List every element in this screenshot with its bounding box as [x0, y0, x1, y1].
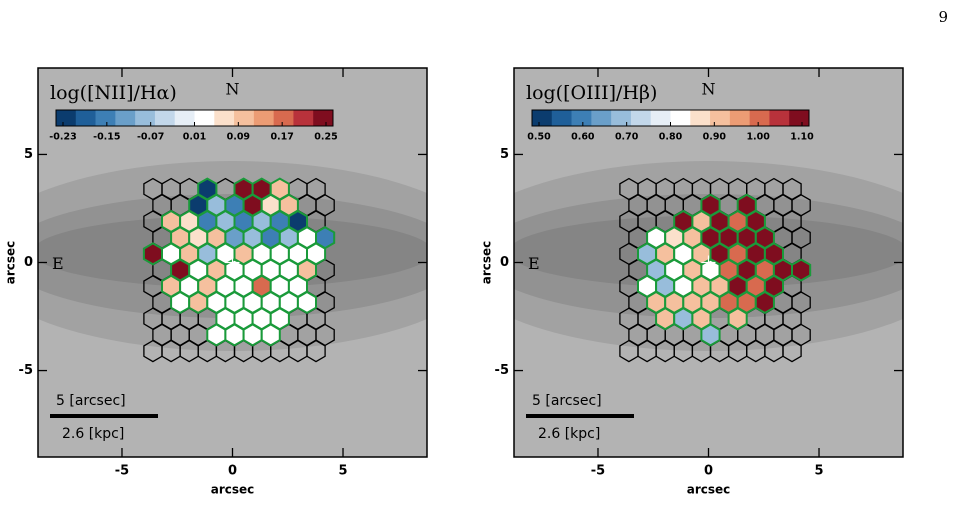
- x-tick-label: 0: [228, 464, 237, 479]
- colorbar-tick-label: 0.25: [314, 132, 337, 143]
- y-tick-label: 0: [500, 255, 509, 270]
- colorbar-tick-label: -0.23: [49, 132, 76, 143]
- scale-label: 2.6 [kpc]: [62, 426, 124, 442]
- colorbar-swatch: [115, 110, 136, 126]
- east-label: E: [528, 254, 540, 273]
- colorbar-title: log([NII]/Hα): [50, 82, 177, 104]
- x-tick-label: 5: [814, 464, 823, 479]
- x-tick-label: 0: [704, 464, 713, 479]
- north-label: N: [226, 80, 240, 99]
- colorbar-swatch: [194, 110, 215, 126]
- colorbar-swatch: [253, 110, 274, 126]
- east-label: E: [52, 254, 64, 273]
- hex-bin: [727, 307, 748, 331]
- colorbar-swatch: [293, 110, 314, 126]
- hex-bin: [296, 290, 317, 315]
- colorbar-swatch: [532, 110, 553, 126]
- colorbar-swatch: [729, 110, 750, 126]
- hex-bin: [170, 290, 191, 315]
- colorbar-tick-label: 1.00: [746, 132, 770, 143]
- colorbar-swatch: [273, 110, 294, 126]
- colorbar-swatch: [710, 110, 731, 126]
- colorbar-tick-label: 1.10: [790, 132, 814, 143]
- hex-bin: [188, 290, 209, 315]
- hex-bin: [655, 307, 676, 331]
- scale-label: 2.6 [kpc]: [538, 426, 600, 442]
- hex-bin: [673, 307, 694, 331]
- y-axis-label: arcsec: [480, 241, 494, 285]
- colorbar-tick-label: 0.80: [659, 132, 683, 143]
- colorbar-swatch: [214, 110, 235, 126]
- colorbar-swatch: [174, 110, 195, 126]
- colorbar-tick-label: -0.15: [93, 132, 120, 143]
- colorbar-swatch: [56, 110, 77, 126]
- x-axis-label: arcsec: [211, 483, 255, 497]
- colorbar-tick-label: -0.07: [137, 132, 164, 143]
- y-tick-label: 5: [500, 147, 509, 162]
- colorbar-tick-label: 0.01: [183, 132, 206, 143]
- colorbar-swatch: [571, 110, 592, 126]
- hex-bin: [224, 323, 245, 347]
- colorbar-swatch: [611, 110, 632, 126]
- colorbar-swatch: [789, 110, 810, 126]
- colorbar-tick-label: 0.17: [270, 132, 293, 143]
- hex-bin: [754, 290, 775, 315]
- colorbar-swatch: [135, 110, 156, 126]
- colorbar-swatch: [551, 110, 572, 126]
- colorbar-tick-label: 0.70: [615, 132, 639, 143]
- colorbar-swatch: [630, 110, 652, 126]
- north-label: N: [702, 80, 716, 99]
- scale-label: 5 [arcsec]: [56, 393, 126, 409]
- colorbar-swatch: [749, 110, 770, 126]
- colorbar-swatch: [95, 110, 116, 126]
- scale-label: 5 [arcsec]: [532, 393, 602, 409]
- hex-bin: [791, 258, 812, 282]
- empty-bin: [306, 339, 326, 363]
- hex-bin: [142, 242, 163, 266]
- y-tick-label: 0: [24, 255, 33, 270]
- colorbar-tick-label: 0.90: [703, 132, 727, 143]
- hex-bin: [700, 323, 721, 347]
- y-axis-label: arcsec: [4, 241, 18, 285]
- x-tick-label: 5: [338, 464, 347, 479]
- colorbar-swatch: [234, 110, 255, 126]
- x-tick-label: -5: [115, 464, 129, 479]
- hex-bin: [260, 323, 281, 347]
- empty-bin: [782, 339, 802, 363]
- y-tick-label: -5: [495, 363, 509, 378]
- panel: -5 0 5 -5 0 5 arcsec arcsec log([OIII]/Hβ) 0.50 0.…: [480, 67, 904, 497]
- page-number: 9: [938, 8, 948, 26]
- colorbar-swatch: [670, 110, 691, 126]
- colorbar-tick-label: 0.50: [527, 132, 551, 143]
- hex-bin: [242, 323, 263, 347]
- hex-bin: [206, 323, 227, 347]
- colorbar-title: log([OIII]/Hβ): [526, 82, 657, 104]
- colorbar-swatch: [769, 110, 790, 126]
- colorbar-tick-label: 0.09: [227, 132, 250, 143]
- colorbar-swatch: [591, 110, 612, 126]
- colorbar-swatch: [313, 110, 334, 126]
- colorbar-tick-label: 0.60: [571, 132, 595, 143]
- y-tick-label: -5: [19, 363, 33, 378]
- colorbar-swatch: [75, 110, 96, 126]
- x-axis-label: arcsec: [687, 483, 731, 497]
- x-tick-label: -5: [591, 464, 605, 479]
- colorbar-swatch: [154, 110, 176, 126]
- colorbar-swatch: [650, 110, 671, 126]
- colorbar-swatch: [690, 110, 711, 126]
- y-tick-label: 5: [24, 147, 33, 162]
- panel: -5 0 5 -5 0 5 arcsec arcsec log([NII]/Hα) -0.23 -0…: [4, 67, 428, 497]
